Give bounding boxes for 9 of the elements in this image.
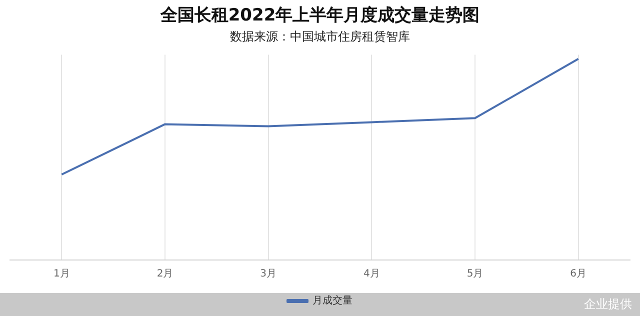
legend-label: 月成交量	[312, 294, 352, 307]
x-tick-label: 3月	[260, 268, 277, 280]
chart-subtitle: 数据来源：中国城市住房租赁智库	[230, 30, 410, 44]
chart-title: 全国长租2022年上半年月度成交量走势图	[159, 6, 480, 26]
x-tick-label: 2月	[156, 268, 174, 280]
x-tick-label: 5月	[466, 268, 484, 280]
x-tick-label: 4月	[363, 268, 380, 280]
x-tick-label: 1月	[53, 268, 70, 280]
x-tick-label: 6月	[570, 268, 587, 280]
